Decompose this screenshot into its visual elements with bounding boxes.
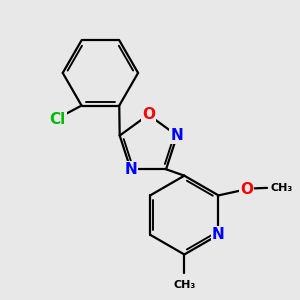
Text: O: O [142, 107, 155, 122]
Text: N: N [171, 128, 183, 143]
Text: O: O [240, 182, 253, 197]
Text: N: N [212, 227, 225, 242]
Text: CH₃: CH₃ [173, 280, 196, 290]
Text: CH₃: CH₃ [270, 183, 292, 193]
Text: N: N [124, 162, 137, 177]
Text: Cl: Cl [50, 112, 66, 128]
